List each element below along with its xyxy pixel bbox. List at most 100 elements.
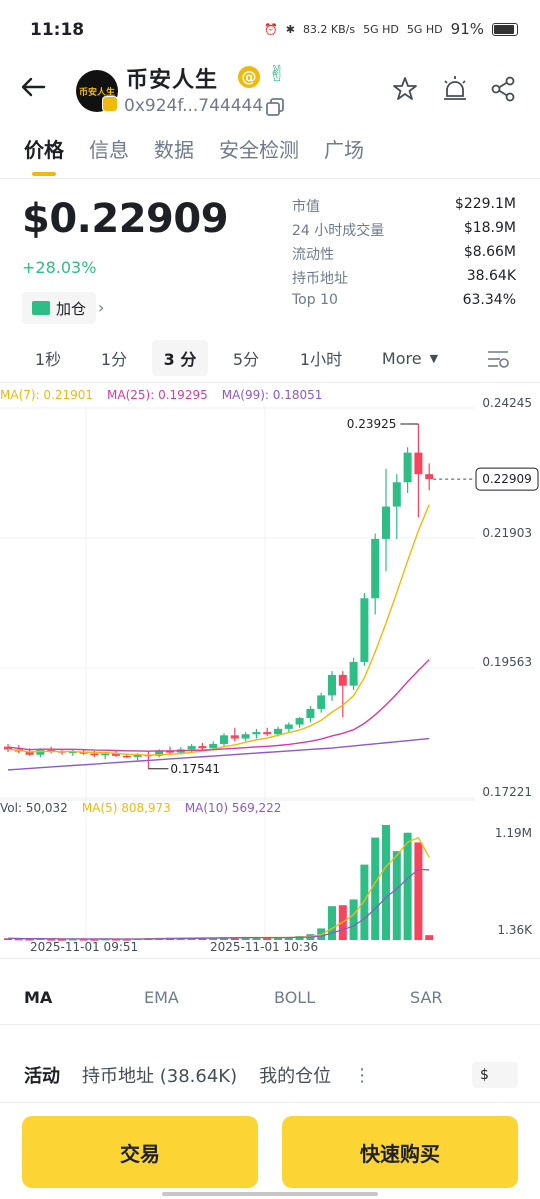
back-arrow-icon[interactable] <box>18 72 48 102</box>
divider <box>0 382 540 383</box>
wallet-icon <box>32 301 50 315</box>
hand-wave-icon[interactable]: ✌ <box>268 62 287 87</box>
tab-info[interactable]: 信息 <box>89 138 129 162</box>
star-icon[interactable] <box>390 74 420 104</box>
current-price-tag-text: 0.22909 <box>482 472 532 486</box>
ma99-line <box>7 737 430 771</box>
battery-text: 91% <box>450 20 484 38</box>
interval-3m[interactable]: 3 分 <box>152 340 208 376</box>
price-axis-label: 0.21903 <box>482 526 532 540</box>
more-vertical-icon[interactable]: ⋮ <box>353 1064 372 1086</box>
interval-1h[interactable]: 1小时 <box>299 350 343 369</box>
volume-bar <box>241 937 250 940</box>
activity-tabs: 活动 持币地址 (38.64K) 我的仓位 ⋮ <box>24 1062 371 1088</box>
volume-bar <box>403 832 412 940</box>
candle-body <box>36 749 45 755</box>
candle-body <box>4 746 12 750</box>
candle-body <box>68 751 77 754</box>
divider <box>0 958 540 959</box>
candle-body <box>338 674 347 686</box>
chevron-right-icon[interactable]: › <box>98 298 105 317</box>
quick-buy-button[interactable]: 快速购买 <box>282 1116 518 1188</box>
candle-body <box>403 452 412 483</box>
candle-body <box>263 732 272 735</box>
candle-body <box>425 474 434 480</box>
volume-bar <box>382 825 390 940</box>
volume-bar <box>90 939 99 941</box>
bluetooth-icon: ✱ <box>285 22 295 36</box>
stat-row: 流动性 $8.66M <box>292 244 516 263</box>
tab-positions[interactable]: 我的仓位 <box>259 1066 332 1087</box>
interval-1s[interactable]: 1秒 <box>34 350 62 369</box>
tab-security[interactable]: 安全检测 <box>219 138 299 162</box>
volume-bar <box>349 899 358 940</box>
volume-bar <box>360 864 369 940</box>
indicator-ma[interactable]: MA <box>24 988 53 1007</box>
ma-legend: MA(7): 0.21901 MA(25): 0.19295 MA(99): 0… <box>0 388 322 402</box>
chart-settings-icon[interactable] <box>486 348 510 370</box>
trade-button[interactable]: 交易 <box>22 1116 258 1188</box>
currency-toggle[interactable]: $ <box>472 1062 518 1088</box>
high-label: 0.23925 <box>347 417 397 431</box>
candle-body <box>371 538 380 599</box>
tab-holders[interactable]: 持币地址 (38.64K) <box>82 1066 238 1087</box>
vol-ma5-label: MA(5) 808,973 <box>81 801 171 815</box>
add-position-button[interactable]: 加仓 <box>22 292 97 324</box>
candle-body <box>112 753 120 756</box>
volume-bar <box>284 937 293 940</box>
volume-bar <box>112 939 120 941</box>
volume-axis-label: 1.19M <box>494 826 532 840</box>
tab-data[interactable]: 数据 <box>154 138 194 162</box>
volume-bar <box>4 938 12 940</box>
volume-bar <box>58 939 66 941</box>
tab-bar: 价格 信息 数据 安全检测 广场 <box>24 134 364 163</box>
volume-bar <box>425 935 434 940</box>
volume-bar <box>263 937 272 940</box>
token-logo: 币安人生 <box>76 70 118 112</box>
at-icon[interactable]: @ <box>238 66 260 88</box>
add-position-label: 加仓 <box>56 299 87 318</box>
interval-5m[interactable]: 5分 <box>232 350 260 369</box>
candle-body <box>122 755 131 758</box>
candle-body <box>328 674 336 696</box>
price-axis-label: 0.24245 <box>482 396 532 410</box>
price-change: +28.03% <box>22 258 97 277</box>
tab-square[interactable]: 广场 <box>324 138 364 162</box>
candle-body <box>317 695 326 709</box>
volume-bar <box>414 842 423 940</box>
alarm-icon: ⏰ <box>264 22 278 36</box>
volume-bar <box>122 939 131 941</box>
stat-row: 24 小时成交量 $18.9M <box>292 220 516 239</box>
vol-ma10-line <box>7 868 430 940</box>
share-icon[interactable] <box>488 74 518 104</box>
tab-price[interactable]: 价格 <box>24 138 64 162</box>
divider <box>0 1024 540 1025</box>
low-label: 0.17541 <box>170 762 220 776</box>
candle-body <box>187 746 196 750</box>
copy-icon[interactable] <box>264 96 286 118</box>
alert-bell-icon[interactable] <box>440 74 470 104</box>
candlestick-chart[interactable]: 0.23925 0.17541 0.22909 <box>0 405 540 950</box>
net-speed: 83.2 KB/s <box>302 22 356 36</box>
candle-body <box>155 750 164 756</box>
indicator-boll[interactable]: BOLL <box>274 988 316 1007</box>
volume-bar <box>25 939 34 941</box>
status-icons: ⏰ ✱ 83.2 KB/s 5G HD 5G HD 91% <box>264 20 518 38</box>
candle-body <box>209 743 218 749</box>
tab-activity[interactable]: 活动 <box>24 1066 60 1087</box>
candle-body <box>241 734 250 739</box>
interval-more[interactable]: More ▼ <box>370 340 450 376</box>
price-axis-label: 0.17221 <box>482 785 532 799</box>
current-price-tag <box>475 467 539 491</box>
more-label: More <box>381 348 422 368</box>
status-time: 11:18 <box>30 20 85 40</box>
indicator-ema[interactable]: EMA <box>144 988 179 1007</box>
volume-legend: Vol: 50,032 MA(5) 808,973 MA(10) 569,222 <box>0 801 281 815</box>
ma7-line <box>7 504 430 756</box>
candle-body <box>382 506 390 539</box>
vol-ma10-label: MA(10) 569,222 <box>184 801 282 815</box>
interval-1m[interactable]: 1分 <box>100 350 128 369</box>
volume-bar <box>371 837 380 940</box>
caret-down-icon: ▼ <box>429 351 439 365</box>
indicator-sar[interactable]: SAR <box>410 988 443 1007</box>
